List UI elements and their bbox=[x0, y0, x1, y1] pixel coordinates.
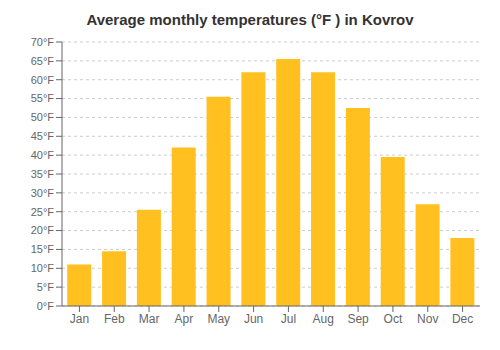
svg-text:10°F: 10°F bbox=[31, 262, 55, 274]
svg-text:40°F: 40°F bbox=[31, 149, 55, 161]
svg-text:Jan: Jan bbox=[70, 312, 89, 326]
svg-text:35°F: 35°F bbox=[31, 168, 55, 180]
svg-text:25°F: 25°F bbox=[31, 206, 55, 218]
svg-text:5°F: 5°F bbox=[37, 281, 55, 293]
svg-text:Oct: Oct bbox=[384, 312, 403, 326]
svg-text:0°F: 0°F bbox=[37, 300, 55, 312]
svg-text:45°F: 45°F bbox=[31, 130, 55, 142]
svg-text:65°F: 65°F bbox=[31, 55, 55, 67]
svg-text:Jun: Jun bbox=[244, 312, 263, 326]
svg-text:Feb: Feb bbox=[104, 312, 125, 326]
svg-text:Mar: Mar bbox=[139, 312, 160, 326]
svg-text:20°F: 20°F bbox=[31, 224, 55, 236]
svg-text:15°F: 15°F bbox=[31, 243, 55, 255]
svg-text:60°F: 60°F bbox=[31, 74, 55, 86]
svg-text:30°F: 30°F bbox=[31, 187, 55, 199]
svg-text:Nov: Nov bbox=[417, 312, 438, 326]
svg-text:May: May bbox=[207, 312, 230, 326]
html-text:Average monthly temperatures (: Average monthly temperatures (°F ) in Ko… bbox=[86, 11, 414, 28]
svg-text:Dec: Dec bbox=[452, 312, 473, 326]
svg-text:Sep: Sep bbox=[347, 312, 369, 326]
svg-text:Jul: Jul bbox=[281, 312, 296, 326]
svg-text:70°F: 70°F bbox=[31, 36, 55, 48]
svg-text:55°F: 55°F bbox=[31, 92, 55, 104]
svg-text:50°F: 50°F bbox=[31, 111, 55, 123]
svg-text:Aug: Aug bbox=[313, 312, 334, 326]
svg-text:Apr: Apr bbox=[175, 312, 194, 326]
